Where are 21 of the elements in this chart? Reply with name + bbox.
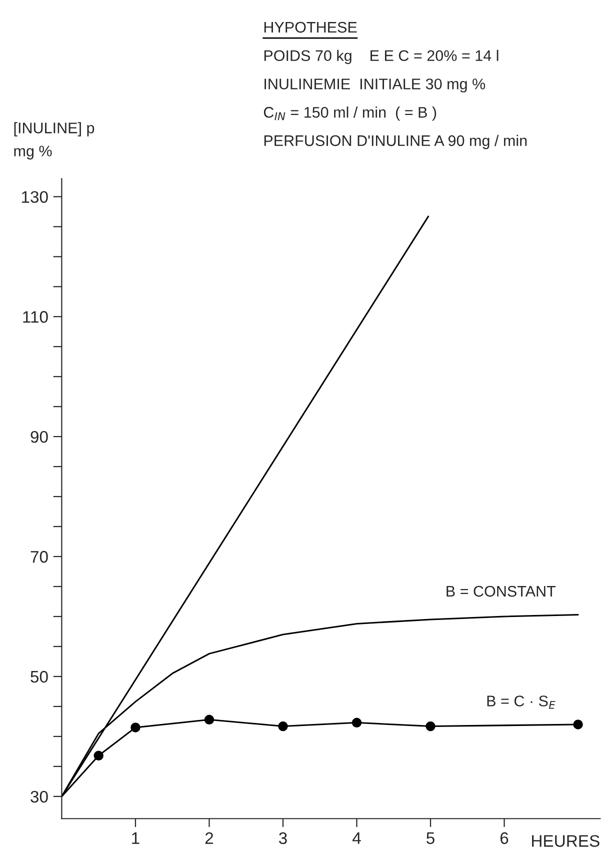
text: PERFUSION D'INULINE A 90 mg / min xyxy=(264,134,527,150)
text: POIDS 70 kg E E C = 20% = 14 l xyxy=(264,50,498,64)
x-axis-title: HEURES xyxy=(532,835,600,847)
y-tick-label: 130 xyxy=(22,191,48,203)
x-tick-label: 1 xyxy=(132,832,140,844)
y-tick-label: 70 xyxy=(30,550,48,563)
y-tick-label: 110 xyxy=(23,311,48,323)
text: C$_{IN}$ = 150 ml / min ( = B ) xyxy=(264,106,436,121)
y-tick-label: 90 xyxy=(30,430,48,443)
x-tick-label: 6 xyxy=(500,832,508,844)
x-tick-label: 3 xyxy=(278,832,287,844)
y-axis-title: [INULINE] p mg % xyxy=(14,122,94,160)
series-label: B = C · S$_{E}$ xyxy=(487,696,556,709)
y-tick-label: 50 xyxy=(30,670,48,683)
x-tick-label: 2 xyxy=(205,832,214,844)
y-tick-label: 30 xyxy=(30,790,48,803)
text: INULINEMIE INITIALE 30 mg % xyxy=(264,78,486,92)
series-label: B = CONSTANT xyxy=(446,586,556,597)
x-tick-label: 4 xyxy=(352,832,361,844)
text: HYPOTHESE xyxy=(264,22,357,33)
x-tick-label: 5 xyxy=(426,832,434,844)
